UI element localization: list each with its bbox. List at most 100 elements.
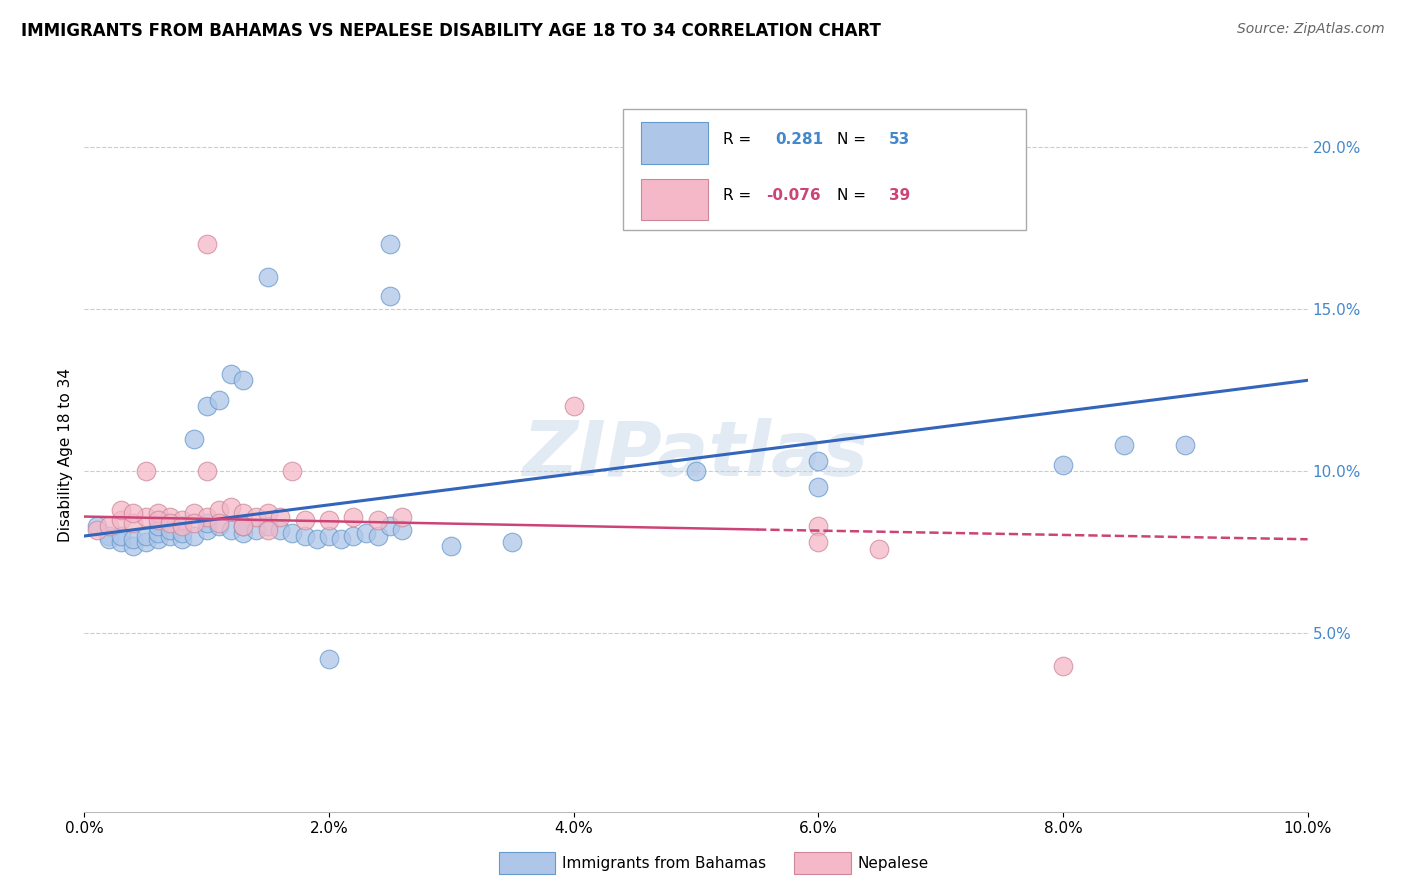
Point: [391, 523, 413, 537]
Point: [97, 519, 120, 533]
Point: [172, 533, 194, 547]
Point: [440, 539, 463, 553]
Point: [183, 529, 205, 543]
FancyBboxPatch shape: [641, 122, 709, 164]
Point: [122, 516, 145, 530]
Point: [172, 513, 194, 527]
Point: [257, 506, 280, 520]
Point: [807, 535, 830, 549]
Text: 39: 39: [889, 188, 911, 203]
Point: [146, 506, 169, 520]
Point: [232, 506, 254, 520]
Point: [342, 529, 364, 543]
Point: [208, 516, 231, 530]
Point: [195, 237, 218, 252]
Point: [367, 529, 389, 543]
Point: [232, 525, 254, 540]
Text: Immigrants from Bahamas: Immigrants from Bahamas: [562, 856, 766, 871]
Point: [685, 464, 707, 478]
Point: [195, 509, 218, 524]
Point: [342, 509, 364, 524]
Point: [86, 523, 108, 537]
Point: [807, 454, 830, 468]
Text: IMMIGRANTS FROM BAHAMAS VS NEPALESE DISABILITY AGE 18 TO 34 CORRELATION CHART: IMMIGRANTS FROM BAHAMAS VS NEPALESE DISA…: [21, 22, 882, 40]
Text: N =: N =: [837, 188, 870, 203]
Point: [305, 533, 328, 547]
Point: [122, 533, 145, 547]
Point: [1052, 458, 1074, 472]
Point: [219, 523, 242, 537]
Point: [122, 506, 145, 520]
Point: [195, 464, 218, 478]
Text: Nepalese: Nepalese: [858, 856, 929, 871]
Point: [380, 237, 402, 252]
FancyBboxPatch shape: [623, 109, 1026, 230]
Point: [135, 529, 157, 543]
Point: [146, 519, 169, 533]
Point: [807, 480, 830, 494]
Point: [294, 513, 316, 527]
Point: [269, 509, 291, 524]
Point: [183, 516, 205, 530]
Point: [183, 432, 205, 446]
Point: [159, 523, 181, 537]
Point: [232, 519, 254, 533]
Point: [195, 523, 218, 537]
Point: [869, 541, 891, 556]
Point: [146, 525, 169, 540]
Point: [354, 525, 377, 540]
Point: [245, 509, 267, 524]
Text: Source: ZipAtlas.com: Source: ZipAtlas.com: [1237, 22, 1385, 37]
Point: [380, 289, 402, 303]
Text: -0.076: -0.076: [766, 188, 820, 203]
Point: [232, 373, 254, 387]
Point: [269, 523, 291, 537]
Point: [281, 525, 304, 540]
Point: [380, 519, 402, 533]
Point: [391, 509, 413, 524]
Point: [318, 529, 340, 543]
Point: [172, 525, 194, 540]
Text: ZIPatlas: ZIPatlas: [523, 418, 869, 491]
Point: [159, 509, 181, 524]
FancyBboxPatch shape: [641, 178, 709, 220]
Point: [159, 516, 181, 530]
Point: [110, 513, 132, 527]
Point: [172, 519, 194, 533]
Point: [807, 519, 830, 533]
Point: [281, 464, 304, 478]
Point: [195, 399, 218, 413]
Text: R =: R =: [723, 132, 756, 147]
Point: [86, 519, 108, 533]
Point: [146, 513, 169, 527]
Point: [195, 516, 218, 530]
Point: [1052, 658, 1074, 673]
Point: [232, 519, 254, 533]
Point: [245, 523, 267, 537]
Point: [110, 529, 132, 543]
Point: [110, 503, 132, 517]
Text: R =: R =: [723, 188, 756, 203]
Point: [257, 519, 280, 533]
Point: [208, 392, 231, 407]
Text: 0.281: 0.281: [776, 132, 824, 147]
Point: [219, 367, 242, 381]
Point: [135, 464, 157, 478]
Text: 53: 53: [889, 132, 911, 147]
Point: [257, 269, 280, 284]
Point: [318, 513, 340, 527]
Point: [146, 533, 169, 547]
Point: [135, 535, 157, 549]
Point: [208, 503, 231, 517]
Point: [135, 509, 157, 524]
Point: [502, 535, 524, 549]
Point: [330, 533, 353, 547]
Point: [110, 535, 132, 549]
Point: [367, 513, 389, 527]
Point: [97, 529, 120, 543]
Point: [159, 529, 181, 543]
Point: [318, 652, 340, 666]
Point: [294, 529, 316, 543]
Point: [562, 399, 585, 413]
Text: N =: N =: [837, 132, 870, 147]
